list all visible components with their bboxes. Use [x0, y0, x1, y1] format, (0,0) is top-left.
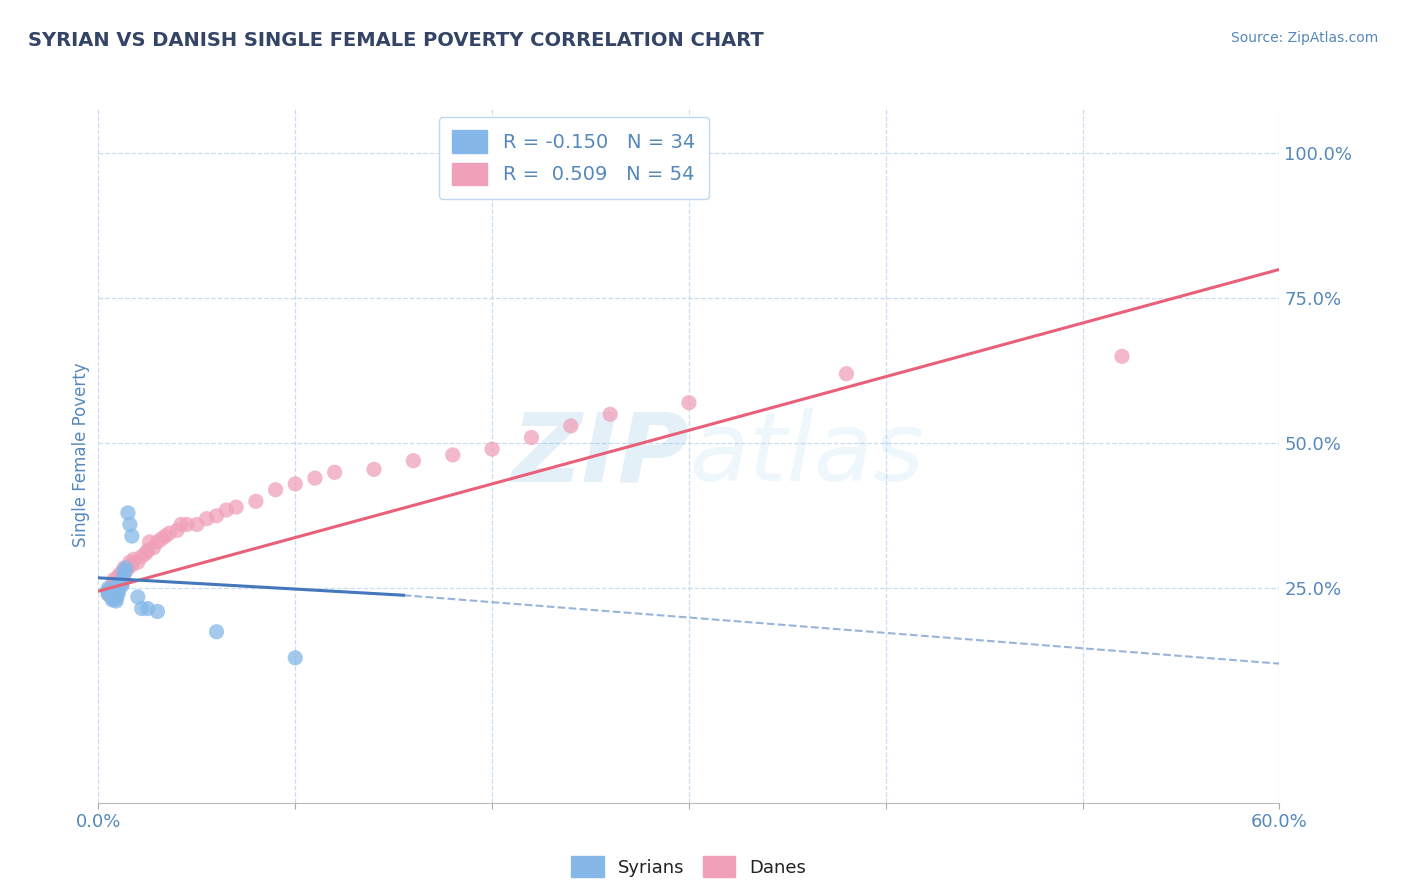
Point: [146, 534, 169, 549]
Point: [560, 419, 582, 434]
Point: [108, 566, 131, 581]
Legend: Syrians, Danes: Syrians, Danes: [564, 849, 814, 884]
Point: [97, 587, 120, 601]
Point: [111, 570, 134, 584]
Point: [205, 624, 228, 639]
Point: [112, 566, 135, 581]
Point: [835, 367, 858, 381]
Point: [195, 511, 218, 525]
Point: [105, 578, 128, 592]
Point: [105, 594, 128, 608]
Text: SYRIAN VS DANISH SINGLE FEMALE POVERTY CORRELATION CHART: SYRIAN VS DANISH SINGLE FEMALE POVERTY C…: [28, 31, 763, 50]
Point: [402, 453, 425, 467]
Point: [157, 526, 180, 541]
Point: [117, 506, 139, 520]
Point: [118, 517, 141, 532]
Point: [107, 582, 129, 596]
Text: ZIP: ZIP: [510, 409, 689, 501]
Point: [103, 575, 125, 590]
Point: [136, 601, 159, 615]
Point: [97, 584, 120, 599]
Point: [122, 552, 145, 566]
Y-axis label: Single Female Poverty: Single Female Poverty: [72, 363, 90, 547]
Point: [101, 578, 124, 592]
Point: [138, 534, 160, 549]
Point: [103, 588, 125, 602]
Point: [155, 529, 177, 543]
Point: [520, 431, 543, 445]
Text: Source: ZipAtlas.com: Source: ZipAtlas.com: [1230, 31, 1378, 45]
Point: [284, 476, 307, 491]
Point: [481, 442, 503, 457]
Point: [103, 591, 125, 606]
Point: [131, 549, 153, 564]
Point: [176, 517, 198, 532]
Point: [146, 605, 169, 619]
Point: [118, 555, 141, 569]
Point: [101, 586, 124, 600]
Point: [101, 592, 124, 607]
Point: [323, 466, 346, 480]
Point: [284, 651, 307, 665]
Point: [97, 584, 120, 599]
Point: [111, 575, 134, 590]
Point: [105, 584, 128, 599]
Point: [105, 591, 128, 606]
Point: [101, 587, 124, 601]
Point: [264, 483, 287, 497]
Point: [186, 517, 208, 532]
Point: [97, 582, 120, 596]
Point: [103, 584, 125, 599]
Point: [245, 494, 267, 508]
Point: [107, 570, 129, 584]
Point: [108, 575, 131, 590]
Point: [599, 407, 621, 422]
Point: [107, 587, 129, 601]
Point: [225, 500, 247, 514]
Point: [105, 588, 128, 602]
Point: [101, 590, 124, 604]
Point: [121, 529, 143, 543]
Point: [107, 584, 129, 599]
Point: [135, 546, 157, 561]
Point: [363, 462, 385, 476]
Point: [1111, 350, 1133, 364]
Point: [215, 503, 238, 517]
Point: [101, 582, 124, 596]
Point: [103, 573, 125, 587]
Point: [127, 590, 149, 604]
Point: [107, 575, 129, 590]
Point: [108, 578, 131, 592]
Point: [97, 587, 120, 601]
Point: [105, 575, 128, 590]
Point: [127, 555, 149, 569]
Point: [205, 508, 228, 523]
Point: [112, 566, 135, 581]
Point: [103, 582, 125, 596]
Point: [115, 564, 138, 578]
Point: [115, 561, 138, 575]
Point: [117, 561, 139, 575]
Point: [108, 573, 131, 587]
Point: [170, 517, 193, 532]
Point: [111, 578, 134, 592]
Point: [150, 532, 173, 546]
Point: [107, 578, 129, 592]
Point: [121, 558, 143, 573]
Point: [136, 543, 159, 558]
Point: [304, 471, 326, 485]
Point: [112, 561, 135, 575]
Point: [142, 541, 165, 555]
Point: [166, 523, 188, 537]
Text: atlas: atlas: [689, 409, 924, 501]
Point: [112, 564, 135, 578]
Point: [678, 396, 700, 410]
Point: [441, 448, 464, 462]
Point: [131, 601, 153, 615]
